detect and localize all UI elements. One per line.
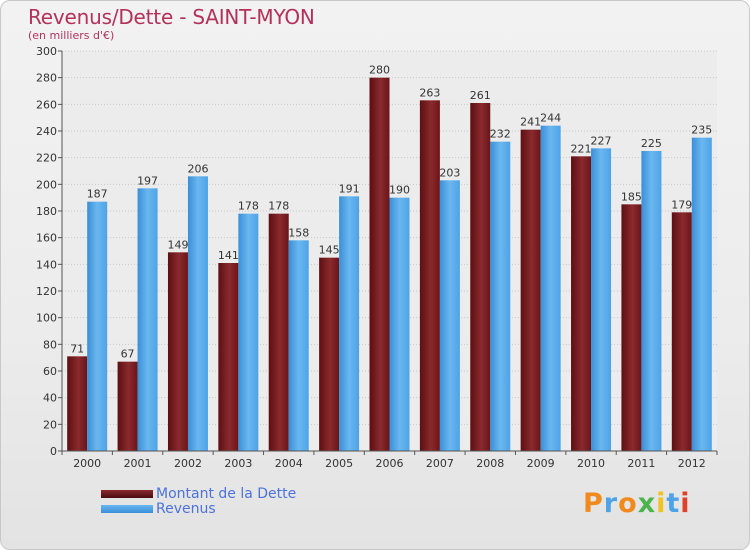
data-label-revenus: 191 <box>339 182 360 195</box>
logo-letter: i <box>656 488 667 519</box>
x-tick-label: 2003 <box>224 457 252 470</box>
data-label-revenus: 227 <box>591 134 612 147</box>
bar-revenus <box>439 180 460 452</box>
data-label-dette: 261 <box>470 89 491 102</box>
y-tick-label: 200 <box>36 178 57 191</box>
bar-revenus <box>87 201 108 451</box>
x-tick-label: 2004 <box>275 457 303 470</box>
x-tick-label: 2009 <box>527 457 555 470</box>
data-label-revenus: 187 <box>87 188 108 201</box>
data-label-revenus: 235 <box>691 124 712 137</box>
bar-dette <box>369 77 390 452</box>
y-tick-label: 220 <box>36 152 57 165</box>
y-tick-label: 60 <box>43 365 57 378</box>
legend-label-dette: Montant de la Dette <box>156 486 297 502</box>
bar-dette <box>621 204 642 451</box>
y-tick-label: 300 <box>36 45 57 58</box>
data-label-revenus: 232 <box>490 128 511 141</box>
data-label-dette: 71 <box>70 342 84 355</box>
data-label-revenus: 178 <box>238 200 259 213</box>
data-label-revenus: 225 <box>641 137 662 150</box>
bar-revenus <box>288 240 309 451</box>
y-tick-label: 140 <box>36 258 57 271</box>
data-label-revenus: 203 <box>439 166 460 179</box>
y-tick-label: 120 <box>36 285 57 298</box>
proxiti-logo: Proxiti <box>583 488 691 519</box>
x-tick-label: 2005 <box>325 457 353 470</box>
data-label-dette: 149 <box>167 238 188 251</box>
data-label-dette: 280 <box>369 64 390 77</box>
x-tick-label: 2010 <box>577 457 605 470</box>
data-label-revenus: 190 <box>389 184 410 197</box>
data-label-dette: 178 <box>268 200 289 213</box>
y-tick-label: 100 <box>36 312 57 325</box>
chart-subtitle: (en milliers d'€) <box>28 29 115 42</box>
bar-revenus <box>641 151 662 451</box>
y-tick-label: 280 <box>36 72 57 85</box>
y-tick-label: 180 <box>36 205 57 218</box>
legend-swatch-revenus <box>101 505 153 513</box>
logo-letter: r <box>603 488 619 519</box>
x-tick-label: 2011 <box>627 457 655 470</box>
data-label-dette: 221 <box>571 142 592 155</box>
data-label-revenus: 158 <box>288 226 309 239</box>
y-tick-label: 0 <box>50 445 57 458</box>
bar-dette <box>571 156 592 452</box>
bar-revenus <box>187 176 208 452</box>
bar-revenus <box>137 188 158 452</box>
y-tick-label: 240 <box>36 125 57 138</box>
bar-revenus <box>540 125 561 452</box>
logo-letter: i <box>680 488 691 519</box>
data-label-dette: 145 <box>319 244 340 257</box>
x-tick-label: 2007 <box>426 457 454 470</box>
x-tick-label: 2002 <box>174 457 202 470</box>
bar-revenus <box>591 148 612 452</box>
logo-letter: x <box>637 488 657 519</box>
bar-revenus <box>691 137 712 451</box>
bar-dette <box>470 103 491 451</box>
x-tick-label: 2012 <box>678 457 706 470</box>
data-label-revenus: 244 <box>540 112 561 125</box>
bar-revenus <box>389 197 410 451</box>
data-label-dette: 241 <box>520 116 541 129</box>
logo-letter: t <box>666 488 681 519</box>
data-label-dette: 179 <box>671 198 692 211</box>
data-label-dette: 141 <box>218 249 239 262</box>
data-label-revenus: 206 <box>187 162 208 175</box>
x-tick-label: 2008 <box>476 457 504 470</box>
y-tick-label: 80 <box>43 338 57 351</box>
bar-revenus <box>339 196 360 451</box>
y-tick-label: 20 <box>43 418 57 431</box>
bar-dette <box>117 361 138 451</box>
bar-dette <box>268 213 289 451</box>
bar-dette <box>218 263 239 451</box>
bar-dette <box>67 356 88 451</box>
y-tick-label: 40 <box>43 392 57 405</box>
bar-dette <box>319 257 340 451</box>
x-tick-label: 2006 <box>376 457 404 470</box>
data-label-dette: 263 <box>419 86 440 99</box>
bar-revenus <box>490 141 511 451</box>
bar-dette <box>419 100 440 451</box>
data-label-revenus: 197 <box>137 174 158 187</box>
bar-dette <box>167 252 188 451</box>
x-tick-label: 2001 <box>124 457 152 470</box>
x-tick-label: 2000 <box>73 457 101 470</box>
y-tick-label: 260 <box>36 98 57 111</box>
data-label-dette: 67 <box>121 348 135 361</box>
data-label-dette: 185 <box>621 190 642 203</box>
legend-swatch-dette <box>101 490 153 498</box>
bar-dette <box>520 129 541 451</box>
logo-letter: o <box>618 488 638 519</box>
bar-dette <box>671 212 692 451</box>
bar-revenus <box>238 213 259 451</box>
legend-label-revenus: Revenus <box>156 501 216 517</box>
chart-title: Revenus/Dette - SAINT-MYON <box>28 5 315 29</box>
logo-letter: P <box>583 488 604 519</box>
y-tick-label: 160 <box>36 232 57 245</box>
